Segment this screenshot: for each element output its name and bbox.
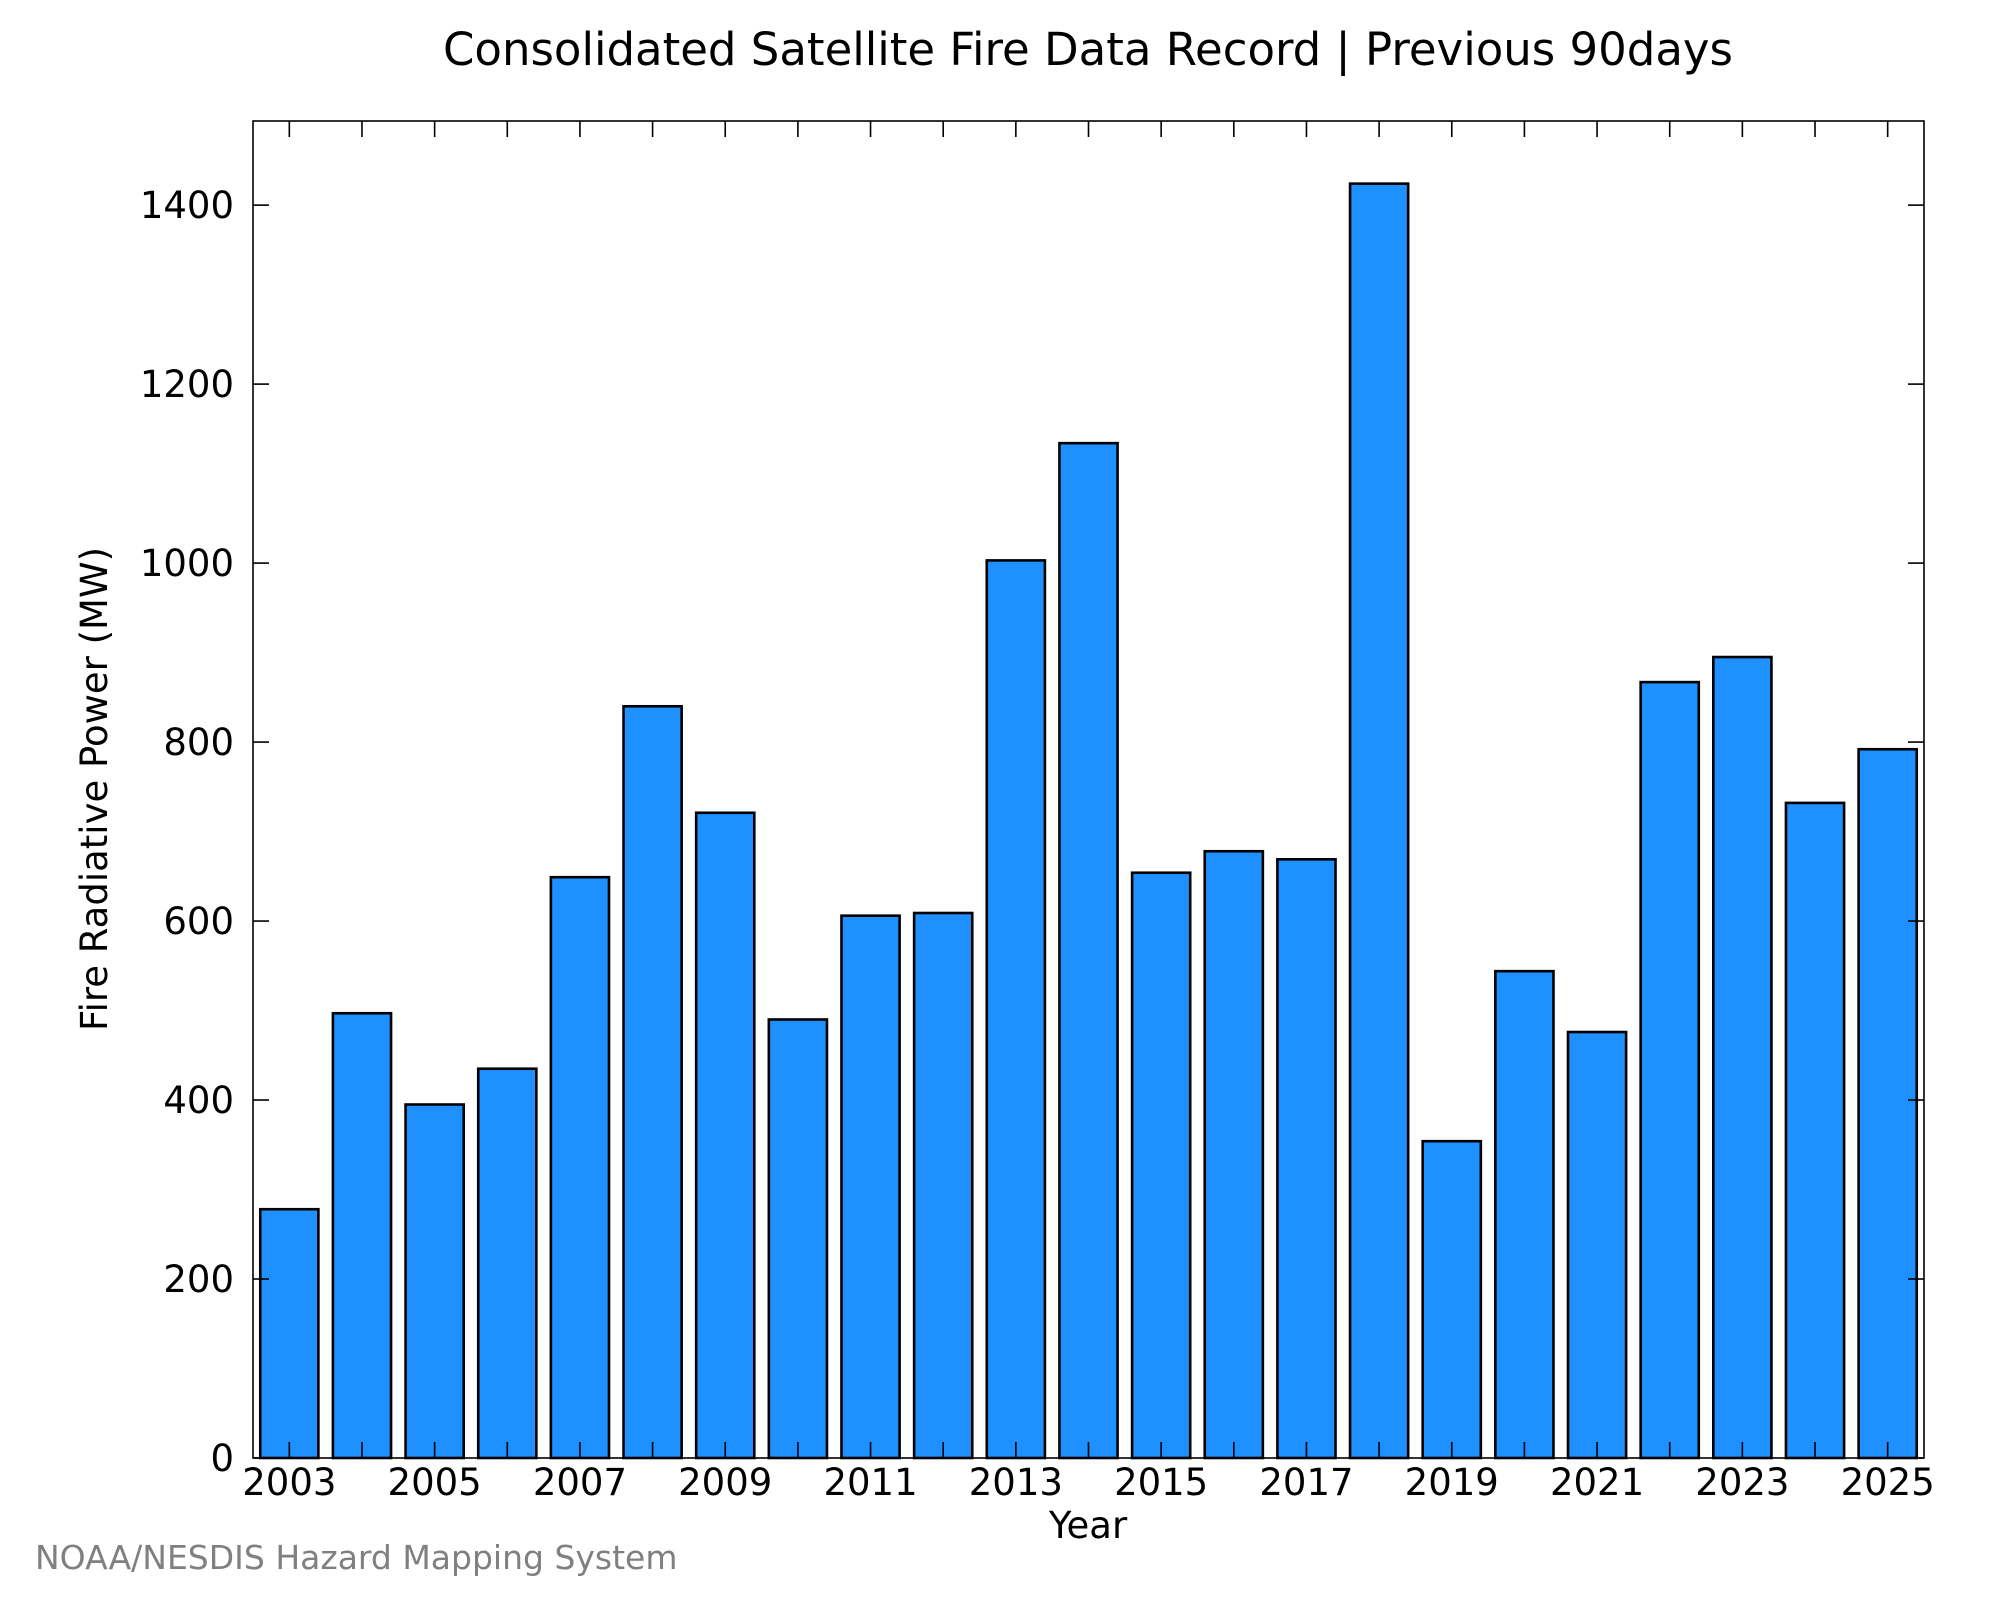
y-tick-label-1000: 1000 [140,542,234,585]
x-tick-label-2005: 2005 [388,1461,482,1504]
x-tick-label-2021: 2021 [1550,1461,1644,1504]
bar-2009 [694,811,756,1460]
bar-2011 [840,914,901,1460]
bar-2024 [1784,801,1846,1460]
y-tick-label-200: 200 [163,1258,234,1301]
x-tick-label-2007: 2007 [533,1461,627,1504]
bar-2020 [1494,969,1555,1460]
bar-2010 [767,1018,829,1460]
y-tick-label-800: 800 [163,721,234,764]
x-tick-label-2013: 2013 [969,1461,1063,1504]
bar-2006 [476,1067,538,1460]
y-tick-label-1400: 1400 [140,184,234,227]
y-axis-label: Fire Radiative Power (MW) [73,547,116,1031]
x-tick-label-2019: 2019 [1405,1461,1499,1504]
x-tick-label-2017: 2017 [1259,1461,1353,1504]
bar-2012 [912,911,974,1460]
y-tick-label-400: 400 [163,1079,234,1122]
x-tick-label-2015: 2015 [1114,1461,1208,1504]
bar-2018 [1348,182,1410,1460]
bar-2022 [1639,680,1701,1460]
bar-2021 [1566,1030,1628,1460]
x-tick-label-2011: 2011 [823,1461,917,1504]
y-tick-label-1200: 1200 [140,363,234,406]
bar-2023 [1712,655,1773,1460]
bar-2016 [1203,849,1265,1460]
bar-2017 [1276,858,1337,1460]
x-tick-label-2009: 2009 [678,1461,772,1504]
bar-2013 [985,559,1047,1460]
y-tick-labels: 0 200 400 600 800 1000 1200 1400 [140,184,234,1480]
bar-2014 [1058,441,1119,1460]
bar-2007 [549,875,611,1460]
y-tick-label-0: 0 [210,1437,234,1480]
y-tick-label-600: 600 [163,900,234,943]
bar-2019 [1421,1139,1483,1460]
x-tick-label-2025: 2025 [1841,1461,1935,1504]
chart-title: Consolidated Satellite Fire Data Record … [443,23,1733,76]
bar-2025 [1857,747,1919,1460]
plot-frame [252,120,1925,1459]
x-tick-labels: 2003 2005 2007 2009 2011 2013 2015 2017 2019 2021… [242,1461,1935,1504]
source-credit: NOAA/NESDIS Hazard Mapping System [35,1538,678,1577]
x-tick-label-2023: 2023 [1695,1461,1789,1504]
bars-group [258,182,1919,1460]
bar-2004 [331,1011,393,1460]
bar-2015 [1130,871,1192,1460]
x-axis-label: Year [1048,1504,1128,1547]
x-tick-label-2003: 2003 [242,1461,336,1504]
bar-2005 [404,1103,465,1460]
bar-2003 [258,1207,320,1460]
bar-2008 [622,704,683,1460]
